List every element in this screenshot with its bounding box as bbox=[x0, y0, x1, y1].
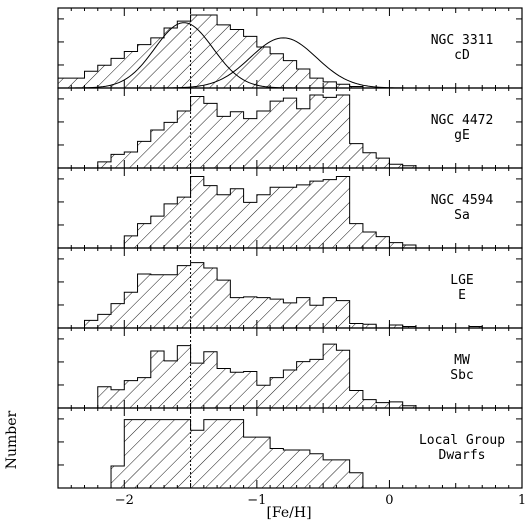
x-tick-label: −1 bbox=[247, 493, 266, 508]
panel-label-5-0: Local Group bbox=[419, 433, 505, 448]
x-tick-labels: −2 −1 0 1 bbox=[115, 493, 526, 508]
histogram-bars-0 bbox=[57, 14, 522, 89]
panel-frame-5 bbox=[57, 407, 523, 489]
histogram-bars-1 bbox=[58, 94, 522, 169]
panel-label-4-0: MW bbox=[454, 353, 470, 368]
panel-label-2-1: Sa bbox=[454, 208, 470, 223]
x-tick-label: −2 bbox=[115, 493, 134, 508]
panel-label-1-1: gE bbox=[454, 128, 470, 143]
x-axis-label: [Fe/H] bbox=[266, 505, 311, 521]
panel-label-2-0: NGC 4594 bbox=[431, 193, 494, 208]
panel-label-4-1: Sbc bbox=[450, 368, 473, 383]
y-axis-label: Number bbox=[4, 410, 20, 469]
panel-label-3-0: LGE bbox=[450, 273, 473, 288]
panel-label-0-0: NGC 3311 bbox=[431, 33, 494, 48]
x-tick-label: 0 bbox=[385, 493, 393, 508]
panel-label-5-1: Dwarfs bbox=[439, 448, 486, 463]
panel-label-3-1: E bbox=[458, 288, 466, 303]
panel-label-0-1: cD bbox=[454, 48, 470, 63]
histogram-bars-2 bbox=[58, 176, 522, 249]
panel-label-1-0: NGC 4472 bbox=[431, 113, 494, 128]
histogram-bars-4 bbox=[58, 343, 522, 409]
x-tick-label: 1 bbox=[518, 493, 526, 508]
